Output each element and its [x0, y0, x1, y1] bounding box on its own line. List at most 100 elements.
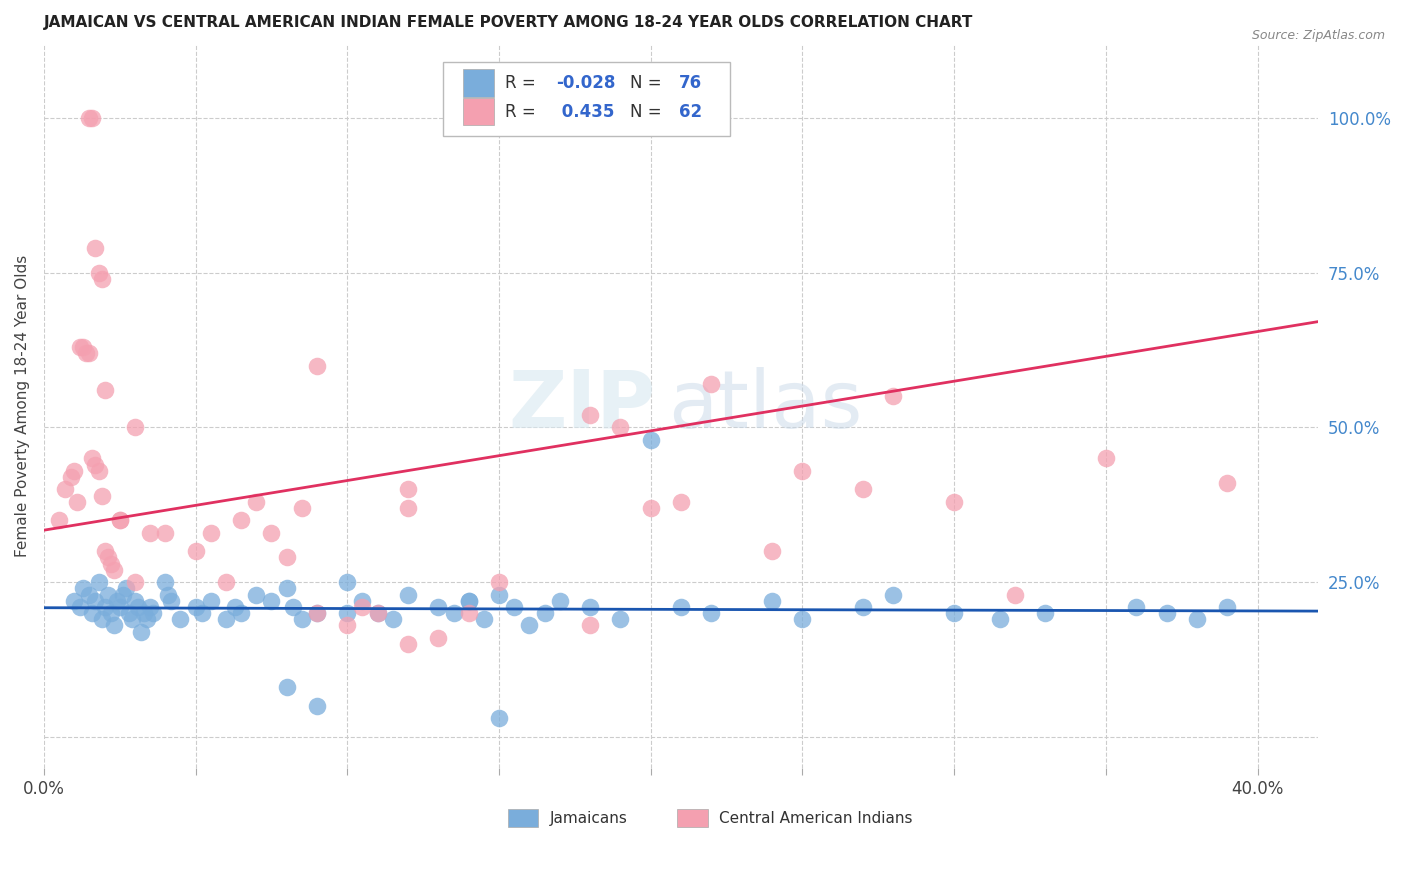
Point [519, 618, 541, 632]
Text: 76: 76 [679, 74, 702, 92]
Text: Jamaicans: Jamaicans [550, 811, 627, 826]
Point [381, 612, 404, 626]
Text: R =: R = [505, 74, 541, 92]
Point [69, 599, 91, 614]
Point [87, 266, 110, 280]
Point [396, 637, 419, 651]
Point [305, 606, 328, 620]
Point [93, 384, 115, 398]
Point [640, 500, 662, 515]
Point [82, 451, 104, 466]
Point [457, 606, 479, 620]
Point [97, 588, 120, 602]
Point [111, 588, 134, 602]
Point [139, 525, 162, 540]
Point [640, 433, 662, 447]
Point [352, 599, 374, 614]
Point [84, 458, 107, 472]
Point [200, 593, 222, 607]
Point [84, 593, 107, 607]
Point [72, 340, 94, 354]
Point [276, 681, 298, 695]
Point [87, 464, 110, 478]
Point [1033, 606, 1056, 620]
Point [66, 494, 89, 508]
Point [215, 612, 238, 626]
Point [579, 618, 602, 632]
Point [169, 612, 191, 626]
Point [93, 599, 115, 614]
Point [224, 599, 246, 614]
Point [260, 593, 283, 607]
Point [669, 494, 692, 508]
Point [472, 612, 495, 626]
Point [988, 612, 1011, 626]
Point [160, 593, 183, 607]
Point [761, 544, 783, 558]
Point [1156, 606, 1178, 620]
Point [69, 340, 91, 354]
Point [367, 606, 389, 620]
FancyBboxPatch shape [463, 98, 494, 126]
Point [90, 272, 112, 286]
Point [97, 550, 120, 565]
Point [609, 612, 631, 626]
Point [579, 408, 602, 422]
Point [114, 582, 136, 596]
Point [93, 544, 115, 558]
Point [579, 599, 602, 614]
Point [281, 599, 304, 614]
Point [84, 241, 107, 255]
Point [443, 606, 465, 620]
Point [336, 618, 359, 632]
Point [79, 588, 101, 602]
Point [105, 593, 128, 607]
Point [139, 599, 162, 614]
Point [48, 513, 70, 527]
Point [396, 588, 419, 602]
Point [291, 500, 314, 515]
Point [457, 593, 479, 607]
Point [215, 575, 238, 590]
Point [305, 359, 328, 373]
Point [190, 606, 212, 620]
Point [1216, 476, 1239, 491]
Point [184, 544, 207, 558]
Text: 0.435: 0.435 [557, 103, 614, 120]
Point [100, 557, 122, 571]
Point [291, 612, 314, 626]
Point [124, 593, 146, 607]
Point [87, 575, 110, 590]
Point [882, 588, 904, 602]
Point [82, 606, 104, 620]
Point [82, 111, 104, 125]
Point [336, 606, 359, 620]
Point [1095, 451, 1118, 466]
Point [108, 599, 131, 614]
Point [548, 593, 571, 607]
Point [1185, 612, 1208, 626]
Point [276, 550, 298, 565]
Point [503, 599, 526, 614]
Point [53, 483, 76, 497]
Point [100, 606, 122, 620]
Point [103, 563, 125, 577]
Point [352, 593, 374, 607]
Point [79, 346, 101, 360]
Point [108, 513, 131, 527]
FancyBboxPatch shape [678, 809, 707, 827]
Point [75, 346, 97, 360]
Point [305, 606, 328, 620]
Point [852, 599, 875, 614]
Y-axis label: Female Poverty Among 18-24 Year Olds: Female Poverty Among 18-24 Year Olds [15, 254, 30, 557]
Text: atlas: atlas [668, 367, 863, 445]
Point [533, 606, 555, 620]
Point [121, 612, 143, 626]
Point [792, 612, 814, 626]
Point [124, 575, 146, 590]
Point [245, 494, 267, 508]
Text: -0.028: -0.028 [557, 74, 616, 92]
Text: R =: R = [505, 103, 541, 120]
Point [609, 420, 631, 434]
Point [184, 599, 207, 614]
